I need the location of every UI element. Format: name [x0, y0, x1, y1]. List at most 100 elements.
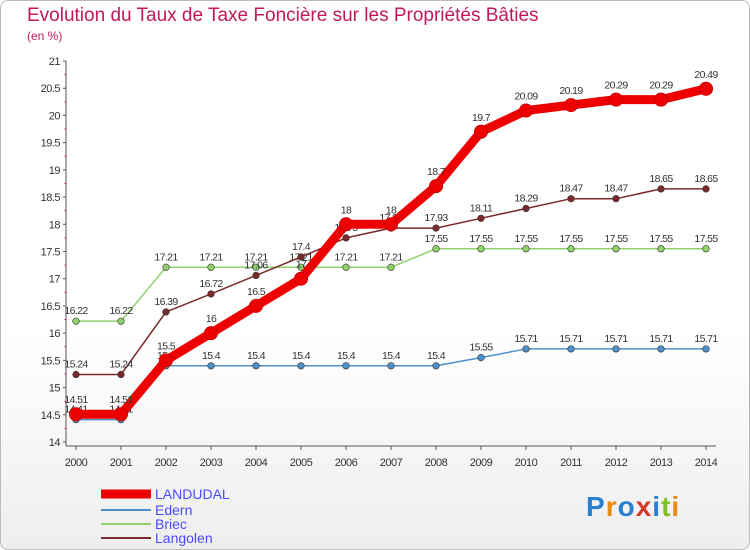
data-point-landudal — [339, 217, 353, 232]
logo-letter: P — [586, 491, 606, 522]
data-point-landudal — [69, 407, 83, 422]
data-point-edern — [477, 354, 485, 362]
data-label-landudal: 17 — [296, 259, 307, 271]
data-point-edern — [612, 345, 620, 353]
data-point-langolen — [207, 290, 215, 298]
data-point-briec — [207, 263, 215, 271]
unit-label: (en %) — [27, 29, 63, 43]
data-label-briec: 17.55 — [604, 233, 628, 245]
y-tick-label: 20 — [49, 110, 61, 122]
data-label-edern: 15.4 — [292, 350, 311, 362]
data-point-landudal — [699, 81, 713, 96]
data-label-landudal: 14.51 — [109, 394, 133, 406]
x-tick-label: 2009 — [470, 457, 493, 469]
data-point-landudal — [159, 353, 173, 368]
data-point-landudal — [519, 103, 533, 118]
data-point-briec — [477, 245, 485, 253]
data-point-langolen — [162, 308, 170, 316]
data-label-langolen: 16.72 — [199, 278, 223, 290]
y-tick-label: 18 — [49, 219, 61, 231]
y-tick-label: 17.5 — [41, 247, 61, 259]
data-label-briec: 17.21 — [379, 251, 403, 263]
x-tick-label: 2003 — [200, 457, 223, 469]
data-point-langolen — [657, 185, 665, 193]
legend-item-briec[interactable]: Briec — [101, 516, 187, 532]
data-label-edern: 15.55 — [469, 342, 493, 354]
data-label-langolen: 15.24 — [64, 359, 88, 371]
data-point-langolen — [117, 370, 125, 379]
data-point-briec — [702, 245, 710, 253]
data-point-langolen — [567, 195, 575, 203]
x-tick-label: 2008 — [425, 457, 448, 469]
y-tick-label: 14 — [49, 437, 61, 449]
data-point-edern — [297, 362, 305, 370]
legend-item-langolen[interactable]: Langolen — [101, 530, 213, 546]
x-tick-label: 2001 — [110, 457, 133, 469]
legend-label: Briec — [155, 516, 187, 532]
data-label-landudal: 20.09 — [514, 91, 538, 103]
data-point-landudal — [294, 271, 308, 286]
y-tick-label: 16.5 — [41, 301, 61, 313]
y-tick-label: 15 — [49, 383, 61, 395]
data-label-briec: 17.55 — [424, 233, 448, 245]
data-point-edern — [522, 345, 530, 353]
data-label-edern: 15.71 — [694, 333, 718, 345]
data-point-landudal — [429, 179, 443, 194]
data-point-briec — [72, 317, 80, 325]
data-point-langolen — [522, 204, 530, 213]
legend-label: Langolen — [155, 530, 213, 546]
data-label-briec: 17.55 — [694, 233, 718, 245]
legend-item-edern[interactable]: Edern — [101, 502, 192, 518]
x-tick-label: 2002 — [155, 457, 178, 469]
legend-swatch-briec — [101, 523, 151, 525]
data-label-landudal: 20.49 — [694, 69, 718, 81]
data-label-langolen: 18.47 — [559, 183, 583, 195]
data-label-edern: 15.4 — [382, 350, 401, 362]
data-label-langolen: 15.24 — [109, 359, 133, 371]
y-tick-label: 21 — [49, 56, 61, 68]
y-tick-label: 19.5 — [41, 138, 61, 150]
y-tick-label: 15.5 — [41, 355, 61, 367]
data-point-briec — [342, 263, 350, 271]
data-label-landudal: 20.29 — [649, 80, 673, 92]
data-label-langolen: 18.29 — [514, 193, 538, 205]
data-label-langolen: 16.39 — [154, 296, 178, 308]
data-point-briec — [162, 263, 170, 271]
data-label-langolen: 17.93 — [424, 212, 448, 224]
x-tick-label: 2013 — [650, 457, 673, 469]
data-point-langolen — [477, 214, 485, 222]
data-label-edern: 15.4 — [337, 350, 356, 362]
data-point-briec — [657, 245, 665, 253]
data-label-briec: 17.21 — [334, 251, 358, 263]
x-tick-label: 2004 — [245, 457, 268, 469]
data-label-langolen: 18.65 — [694, 173, 718, 185]
data-point-edern — [387, 362, 395, 370]
y-tick-label: 16 — [49, 328, 61, 340]
logo-letter: i — [671, 491, 681, 522]
logo-letter: r — [605, 491, 618, 522]
y-tick-label: 20.5 — [41, 83, 61, 95]
data-point-langolen — [297, 253, 305, 261]
data-label-landudal: 14.51 — [64, 394, 88, 406]
data-label-edern: 15.71 — [559, 333, 583, 345]
data-label-landudal: 18.7 — [427, 166, 446, 178]
legend-item-landudal[interactable]: LANDUDAL — [101, 486, 230, 502]
proxiti-logo: Proxiti — [586, 491, 680, 523]
data-point-langolen — [252, 271, 260, 280]
x-tick-label: 2000 — [65, 457, 88, 469]
data-label-briec: 16.22 — [109, 305, 133, 317]
data-label-edern: 15.71 — [649, 333, 673, 345]
data-point-landudal — [474, 124, 488, 139]
data-point-edern — [252, 362, 260, 370]
data-label-briec: 17.55 — [559, 233, 583, 245]
data-point-langolen — [342, 234, 350, 242]
data-label-langolen: 18.11 — [470, 202, 493, 214]
data-point-edern — [657, 345, 665, 353]
logo-letter: o — [617, 491, 636, 522]
logo-letter: i — [652, 491, 662, 522]
data-point-landudal — [654, 92, 668, 107]
chart-title: Evolution du Taux de Taxe Foncière sur l… — [27, 5, 539, 26]
data-point-briec — [432, 245, 440, 253]
